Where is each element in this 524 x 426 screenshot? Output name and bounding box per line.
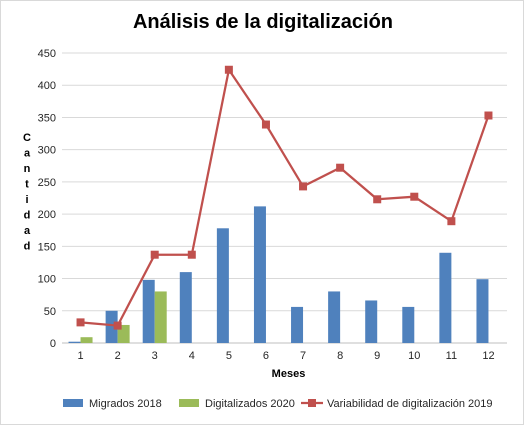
- line-marker: [113, 321, 122, 330]
- bar-migrados-2018: [476, 279, 489, 343]
- line-series: [80, 66, 490, 327]
- line-marker: [76, 318, 85, 327]
- x-tick-label: 1: [77, 350, 83, 362]
- bar-migrados-2018: [105, 310, 118, 343]
- line-marker: [336, 163, 345, 172]
- bar-migrados-2018: [216, 228, 229, 343]
- x-tick-label: 4: [189, 350, 195, 362]
- y-axis-title-letter: d: [24, 241, 31, 253]
- bar-digitalizados-2020: [154, 291, 167, 343]
- y-tick-label: 250: [38, 177, 56, 189]
- legend-swatch: [63, 399, 83, 407]
- y-tick-label: 50: [44, 306, 56, 318]
- x-tick-label: 10: [408, 350, 420, 362]
- x-tick-label: 9: [374, 350, 380, 362]
- y-axis-title-letter: C: [23, 132, 31, 144]
- y-tick-label: 300: [38, 145, 56, 157]
- bar-migrados-2018: [402, 306, 415, 343]
- bar-migrados-2018: [253, 206, 266, 343]
- x-tick-label: 6: [263, 350, 269, 362]
- legend-label: Migrados 2018: [89, 398, 162, 410]
- line-marker: [261, 120, 270, 129]
- y-axis-title-letter: a: [24, 225, 31, 237]
- legend-swatch: [179, 399, 199, 407]
- x-tick-label: 8: [337, 350, 343, 362]
- line-marker: [187, 250, 196, 259]
- line-marker: [410, 192, 419, 201]
- x-axis-title: Meses: [272, 368, 306, 380]
- y-axis-title-letter: i: [25, 194, 28, 206]
- bar-migrados-2018: [291, 306, 304, 343]
- y-tick-label: 200: [38, 209, 56, 221]
- chart-title: Análisis de la digitalización: [132, 11, 394, 33]
- x-tick-label: 7: [300, 350, 306, 362]
- legend-marker: [308, 399, 316, 407]
- bar-migrados-2018: [142, 279, 155, 343]
- y-axis-title-letter: a: [24, 148, 31, 160]
- y-axis-title-letter: n: [24, 163, 31, 175]
- line-marker: [447, 217, 456, 226]
- y-tick-label: 350: [38, 112, 56, 124]
- x-tick-label: 2: [115, 350, 121, 362]
- line-marker: [484, 111, 493, 120]
- bar-migrados-2018: [328, 291, 341, 343]
- y-axis-title-letter: t: [25, 179, 29, 191]
- line-marker: [373, 195, 382, 204]
- x-tick-label: 3: [152, 350, 158, 362]
- y-tick-label: 0: [50, 338, 56, 350]
- x-tick-label: 5: [226, 350, 232, 362]
- y-axis-title-letter: d: [24, 210, 31, 222]
- legend-label: Variabilidad de digitalización 2019: [327, 398, 493, 410]
- bar-migrados-2018: [68, 341, 81, 343]
- line-marker: [224, 65, 233, 74]
- y-tick-label: 100: [38, 274, 56, 286]
- x-tick-label: 12: [482, 350, 494, 362]
- line-marker: [299, 182, 308, 191]
- y-tick-label: 450: [38, 48, 56, 60]
- legend-label: Digitalizados 2020: [205, 398, 295, 410]
- y-tick-label: 150: [38, 241, 56, 253]
- x-tick-label: 11: [446, 350, 457, 362]
- bar-migrados-2018: [365, 300, 378, 343]
- bar-digitalizados-2020: [80, 337, 93, 343]
- bar-migrados-2018: [179, 272, 192, 343]
- bar-migrados-2018: [439, 252, 452, 343]
- y-tick-label: 400: [38, 80, 56, 92]
- line-marker: [150, 250, 159, 259]
